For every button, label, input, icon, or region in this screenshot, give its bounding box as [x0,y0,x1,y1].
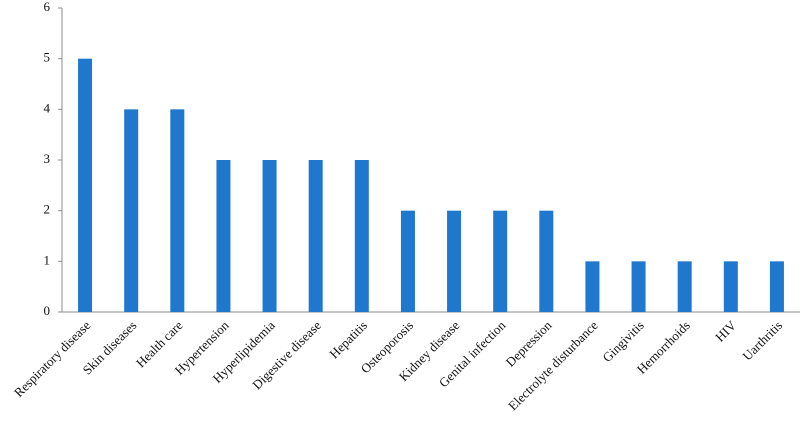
bar [723,261,738,312]
bar [493,210,508,312]
y-tick-label: 0 [44,303,51,318]
x-tick-label: Respiratory disease [11,317,93,399]
x-tick-label: HIV [712,317,739,344]
bar [677,261,692,312]
bar [539,210,554,312]
bar [124,109,139,312]
bar [400,210,415,312]
bar [216,160,231,312]
y-tick-label: 4 [44,100,51,115]
y-tick-label: 2 [44,202,51,217]
bar [308,160,323,312]
bar [447,210,462,312]
y-tick-label: 1 [44,252,51,267]
bar [262,160,277,312]
x-tick-label: Uarthritis [739,318,785,364]
y-tick-label: 6 [44,0,51,14]
x-tick-label: Gingivitis [599,318,646,365]
bar [631,261,646,312]
y-tick-label: 3 [44,151,51,166]
bar [78,58,93,312]
y-tick-label: 5 [44,50,51,65]
x-tick-label: Electrolyte disturbance [505,317,601,413]
bar [769,261,784,312]
x-tick-label: Hepatitis [326,318,370,362]
bar [354,160,369,312]
bar [585,261,600,312]
bar [170,109,185,312]
